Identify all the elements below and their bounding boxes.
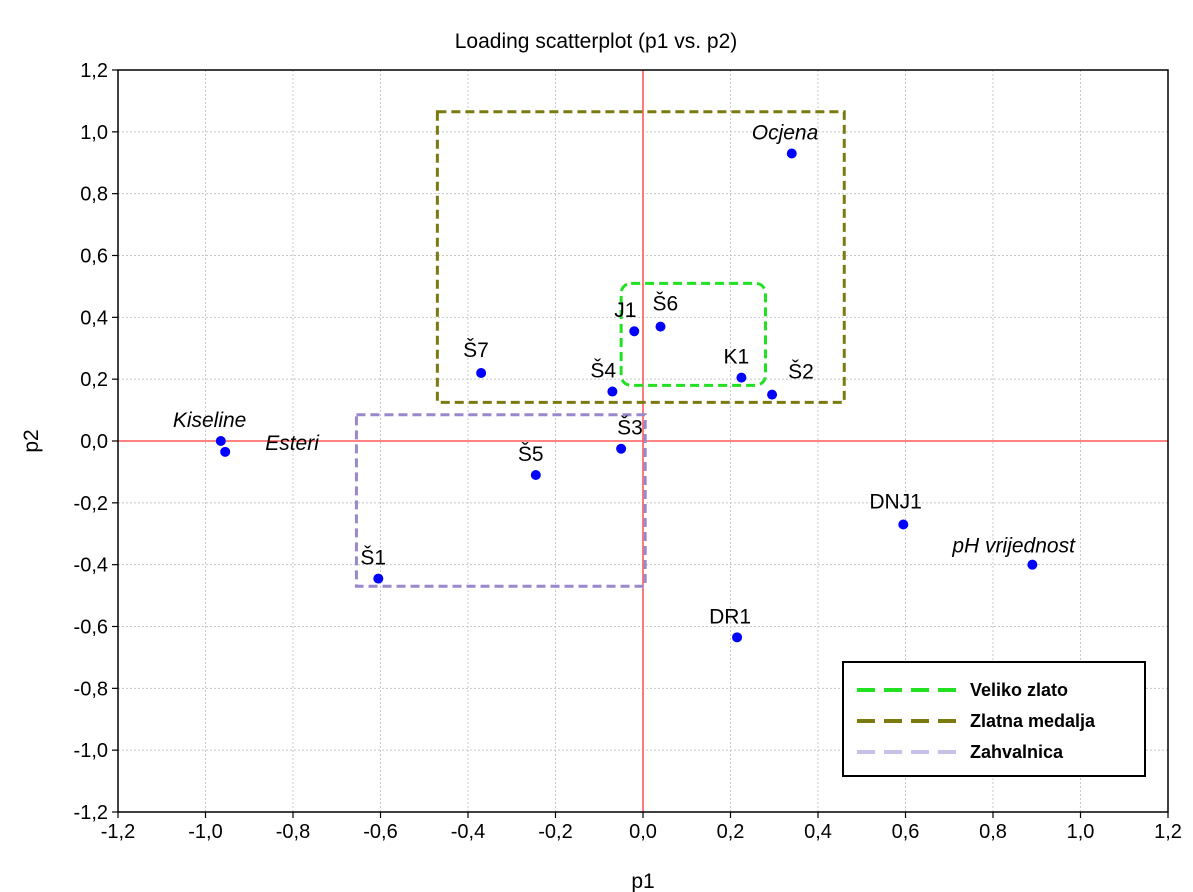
x-tick-label: 0,4 [804,821,832,843]
data-point [373,573,384,584]
data-point [607,386,618,397]
data-point [476,367,487,378]
region-boxes [354,110,846,588]
point-label: Š1 [360,547,386,570]
point-label: Esteri [265,432,320,455]
chart-title: Loading scatterplot (p1 vs. p2) [455,30,738,53]
data-point [898,519,909,530]
y-tick-label: -1,0 [74,740,108,762]
data-point [215,436,226,446]
data-point [732,632,743,643]
reference-lines [118,70,1168,812]
x-tick-label: -1,2 [101,821,135,843]
point-label: Š4 [590,360,616,383]
y-axis-title: p2 [20,429,43,452]
point-label: Š5 [518,443,544,466]
point-label: Š6 [653,293,679,316]
x-tick-label: -0,8 [276,821,310,843]
x-tick-label: -1,0 [188,821,222,843]
data-point [530,470,541,481]
data-point [616,443,627,454]
point-label: Š2 [788,361,814,384]
y-tick-label: 0,4 [80,307,108,329]
data-point [220,446,231,457]
x-tick-label: 0,0 [629,821,657,843]
data-point [1027,559,1038,570]
y-tick-label: 0,6 [80,246,108,268]
legend-label: Zlatna medalja [970,711,1096,731]
y-tick-label: 0,2 [80,369,108,391]
region-box-3 [354,413,647,588]
point-label: Ocjena [752,121,819,144]
x-tick-label: 0,8 [979,821,1007,843]
region-box-2 [435,110,846,404]
y-tick-label: -0,6 [74,617,108,639]
y-tick-label: 0,0 [80,431,108,453]
data-point [629,326,640,337]
point-label: Kiseline [173,409,247,432]
point-label: K1 [723,346,749,369]
x-tick-label: -0,4 [451,821,485,843]
y-tick-label: -1,2 [74,802,108,824]
point-label: Š7 [463,339,489,362]
data-point [786,148,797,159]
data-point [655,321,666,332]
legend-label: Veliko zlato [970,680,1068,700]
x-axis-title: p1 [631,870,654,892]
y-tick-label: -0,2 [74,493,108,515]
y-tick-label: -0,4 [74,555,108,577]
legend: Veliko zlato Zlatna medalja Zahvalnica [842,661,1146,777]
point-label: DR1 [709,605,751,628]
point-label: Š3 [617,417,643,440]
x-tick-labels: -1,2 -1,0 -0,8 -0,6 -0,4 -0,2 0,0 0,2 0,4 0,6 0,8 1… [101,812,1182,843]
point-label: J1 [614,299,636,322]
data-point [736,372,747,383]
x-tick-label: 0,2 [717,821,745,843]
y-tick-label: 1,0 [80,122,108,144]
x-tick-label: 0,6 [892,821,920,843]
data-points: Ocjena Š6 J1 Š7 Š4 K1 Š2 Kiseline Esteri Š3 Š5 Š1 DN… [173,121,1076,643]
y-tick-label: 0,8 [80,184,108,206]
legend-label: Zahvalnica [970,742,1064,762]
point-label: pH vrijednost [951,535,1076,558]
y-tick-label: 1,2 [80,60,108,82]
region-box-1 [619,281,767,387]
y-tick-label: -0,8 [74,678,108,700]
point-label: DNJ1 [869,490,922,513]
data-point [767,389,778,400]
x-tick-label: 1,0 [1067,821,1095,843]
y-tick-labels: 1,2 1,0 0,8 0,6 0,4 0,2 0,0 -0,2 -0,4 -0,6 -0,8 -1,… [74,60,118,824]
x-tick-label: -0,2 [538,821,572,843]
x-tick-label: -0,6 [363,821,397,843]
x-tick-label: 1,2 [1154,821,1182,843]
